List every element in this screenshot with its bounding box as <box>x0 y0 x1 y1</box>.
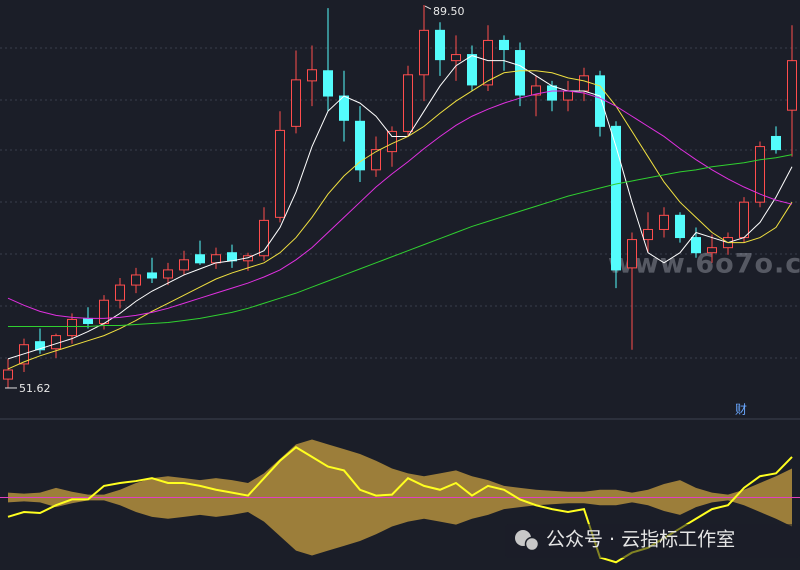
candle-body <box>531 85 541 96</box>
candle-body <box>307 69 317 82</box>
moving-average-line <box>7 70 793 370</box>
candle-body <box>195 254 205 264</box>
caption: 公众号 · 云指标工作室 <box>505 524 800 558</box>
candle-body <box>435 29 445 61</box>
candle-body <box>643 228 653 241</box>
candle-body <box>275 129 285 218</box>
candle-body <box>419 29 429 76</box>
candle-body <box>355 120 365 171</box>
candle-body <box>451 54 461 62</box>
candle-body <box>691 237 701 254</box>
candle-body <box>675 214 685 239</box>
candle-body <box>291 79 301 127</box>
annotation-label: 51.62 <box>19 382 51 395</box>
moving-average-line <box>7 55 793 360</box>
moving-average-line <box>8 154 793 328</box>
candle-body <box>499 39 509 51</box>
candle-body <box>563 90 573 101</box>
candle-body <box>739 201 749 239</box>
annotation-label: 89.50 <box>433 5 465 18</box>
candle-body <box>3 369 13 380</box>
candle-body <box>659 214 669 230</box>
wechat-icon <box>524 536 540 552</box>
price-panel: 89.50 51.62 <box>3 5 797 395</box>
candle-body <box>371 149 381 171</box>
candle-body <box>467 54 477 86</box>
candle-body <box>387 130 397 153</box>
candle-body <box>259 219 269 257</box>
candle-body <box>483 39 493 86</box>
candle-body <box>131 274 141 286</box>
candle-body <box>787 60 797 111</box>
candle-body <box>211 254 221 264</box>
caption-text: 公众号 · 云指标工作室 <box>546 529 735 551</box>
candle-body <box>707 247 717 254</box>
candle-body <box>403 74 413 132</box>
candle-body <box>35 341 45 351</box>
candle-body <box>115 284 125 301</box>
candle-body <box>323 70 333 97</box>
candle-body <box>595 75 605 127</box>
candle-body <box>147 272 157 279</box>
candle-body <box>547 85 557 101</box>
candle-body <box>179 259 189 271</box>
candle-body <box>67 318 77 337</box>
candle-body <box>227 252 237 262</box>
moving-average-line <box>7 90 793 319</box>
candle-body <box>627 239 637 269</box>
caption-backdrop <box>505 524 800 558</box>
watermark: www.6o7o.com <box>608 249 800 280</box>
candle-body <box>163 269 173 279</box>
annotation-arrow <box>424 5 432 10</box>
grid <box>0 47 800 420</box>
candle-body <box>771 135 781 151</box>
marker-label: 财 <box>735 403 747 417</box>
candle-body <box>99 299 109 324</box>
candle-body <box>755 146 765 203</box>
candle-body <box>515 50 525 96</box>
candle-body <box>579 75 589 92</box>
candle-body <box>611 125 621 271</box>
candle-body <box>83 317 93 324</box>
